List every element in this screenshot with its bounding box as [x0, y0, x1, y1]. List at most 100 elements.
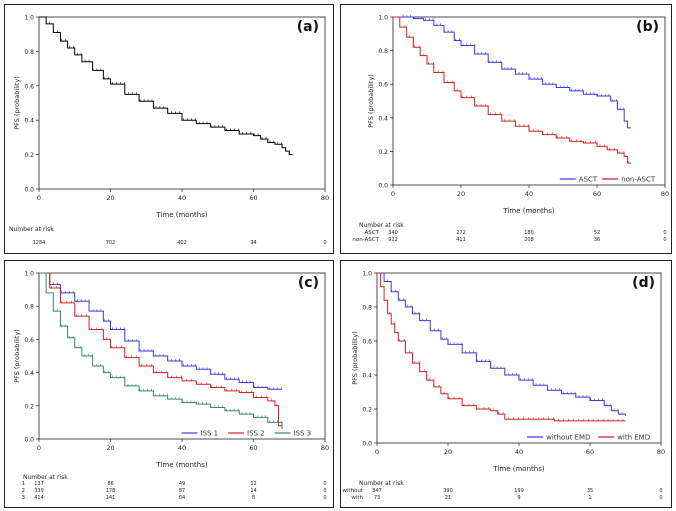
at-risk-value: 0	[663, 237, 666, 243]
y-tick-label: 0.0	[378, 183, 388, 190]
at-risk-value: 0	[323, 488, 326, 494]
legend-entry: ISS 2	[247, 430, 265, 438]
y-axis-label: PFS (probability)	[13, 329, 21, 383]
at-risk-value: 414	[34, 495, 44, 501]
at-risk-value: 35	[587, 488, 593, 494]
at-risk-value: 73	[374, 495, 380, 501]
y-axis-label: PFS (probability)	[13, 76, 21, 130]
at-risk-value: 339	[34, 488, 44, 494]
legend: without EMD with EMD	[527, 434, 650, 442]
panel-d: 0.0 0.2 0.4 0.6 0.8 1.0 0 20 40 60 80 Time (months)…	[340, 260, 672, 508]
y-tick-label: 0.4	[24, 118, 34, 125]
legend-entry: ASCT	[579, 176, 598, 184]
y-tick-label: 0.0	[24, 187, 34, 194]
x-tick-label: 0	[37, 194, 41, 202]
chart-a: 0.0 0.2 0.4 0.6 0.8 1.0 0 20 40 60 80 Time (months)…	[9, 15, 329, 247]
panel-label: (d)	[632, 275, 655, 291]
at-risk-value: 1	[588, 495, 591, 501]
x-tick-label: 80	[321, 444, 329, 452]
at-risk-value: 340	[388, 230, 398, 236]
x-axis-label: Time (months)	[492, 465, 544, 473]
at-risk-row-label: with	[351, 495, 363, 501]
at-risk-value: 8	[252, 495, 255, 501]
at-risk-value: 0	[663, 230, 666, 236]
at-risk-row-label: without	[342, 488, 364, 494]
at-risk-value: 14	[250, 488, 256, 494]
y-tick-label: 1.0	[362, 271, 372, 278]
y-tick-label: 0.8	[378, 48, 388, 55]
at-risk-value: 0	[659, 488, 662, 494]
y-tick-label: 0.8	[362, 305, 372, 312]
at-risk-value: 1284	[33, 240, 46, 246]
x-tick-label: 40	[178, 444, 186, 452]
at-risk-value: 180	[524, 230, 534, 236]
legend: ISS 1 ISS 2 ISS 3	[181, 430, 312, 438]
y-tick-label: 0.2	[24, 152, 34, 159]
x-axis-label: Time (months)	[502, 207, 554, 215]
at-risk-value: 0	[323, 495, 326, 501]
series-line	[377, 272, 626, 416]
y-tick-label: 0.2	[362, 407, 372, 414]
y-tick-label: 1.0	[24, 271, 34, 278]
y-tick-label: 1.0	[24, 15, 34, 22]
x-tick-label: 40	[178, 194, 186, 202]
y-tick-label: 0.4	[378, 115, 388, 122]
y-tick-label: 0.6	[24, 337, 34, 344]
x-tick-label: 60	[249, 194, 257, 202]
at-risk-value: 137	[34, 481, 44, 487]
censor-marks	[52, 309, 282, 423]
censor-marks	[51, 285, 283, 426]
y-tick-label: 0.2	[378, 149, 388, 156]
y-tick-label: 0.6	[24, 83, 34, 90]
legend-entry: ISS 1	[201, 430, 219, 438]
y-tick-label: 0.0	[362, 441, 372, 448]
panel-label: (a)	[297, 19, 319, 35]
at-risk-title: Number at risk	[359, 222, 404, 229]
censor-marks	[49, 21, 290, 155]
series-line	[39, 16, 293, 156]
x-tick-label: 20	[106, 194, 114, 202]
x-tick-label: 20	[457, 190, 465, 198]
x-tick-label: 80	[321, 194, 329, 202]
x-tick-label: 60	[586, 448, 594, 456]
at-risk-value: 87	[179, 488, 185, 494]
y-tick-label: 0.6	[378, 82, 388, 89]
censor-marks	[389, 311, 624, 421]
at-risk-value: 141	[106, 495, 116, 501]
x-tick-label: 80	[661, 190, 669, 198]
y-tick-label: 0.8	[24, 49, 34, 56]
series-line	[393, 16, 631, 164]
at-risk-value: 52	[594, 230, 600, 236]
y-tick-label: 0.4	[24, 370, 34, 377]
y-tick-label: 0.2	[24, 403, 34, 410]
x-tick-label: 20	[106, 444, 114, 452]
at-risk-value: 847	[372, 488, 382, 494]
at-risk-row-label: ASCT	[365, 230, 380, 236]
y-axis-label: PFS (probability)	[351, 331, 359, 385]
at-risk-value: 94	[250, 240, 256, 246]
at-risk-value: 178	[106, 488, 116, 494]
x-tick-label: 60	[593, 190, 601, 198]
at-risk-value: 36	[594, 237, 600, 243]
y-tick-label: 0.0	[24, 437, 34, 444]
x-axis-label: Time (months)	[155, 461, 207, 469]
at-risk-value: 272	[456, 230, 466, 236]
y-tick-label: 1.0	[378, 15, 388, 22]
legend-entry: non-ASCT	[621, 176, 656, 184]
at-risk-value: 9	[517, 495, 520, 501]
legend-entry: with EMD	[617, 434, 650, 442]
plot-area	[376, 272, 662, 444]
at-risk-value: 208	[524, 237, 534, 243]
censor-marks	[387, 279, 623, 415]
y-axis-label: PFS (probability)	[367, 74, 375, 128]
legend-entry: ISS 3	[294, 430, 312, 438]
at-risk-title: Number at risk	[23, 474, 68, 481]
x-tick-label: 40	[515, 448, 523, 456]
at-risk-value: 0	[323, 240, 326, 246]
chart-b: 0.0 0.2 0.4 0.6 0.8 1.0 0 20 40 60 80 Time (months)…	[352, 15, 669, 244]
series-line	[39, 272, 283, 390]
at-risk-row-label: 1	[22, 481, 26, 487]
y-tick-label: 0.8	[24, 304, 34, 311]
at-risk-row-label: non-ASCT	[352, 237, 379, 243]
